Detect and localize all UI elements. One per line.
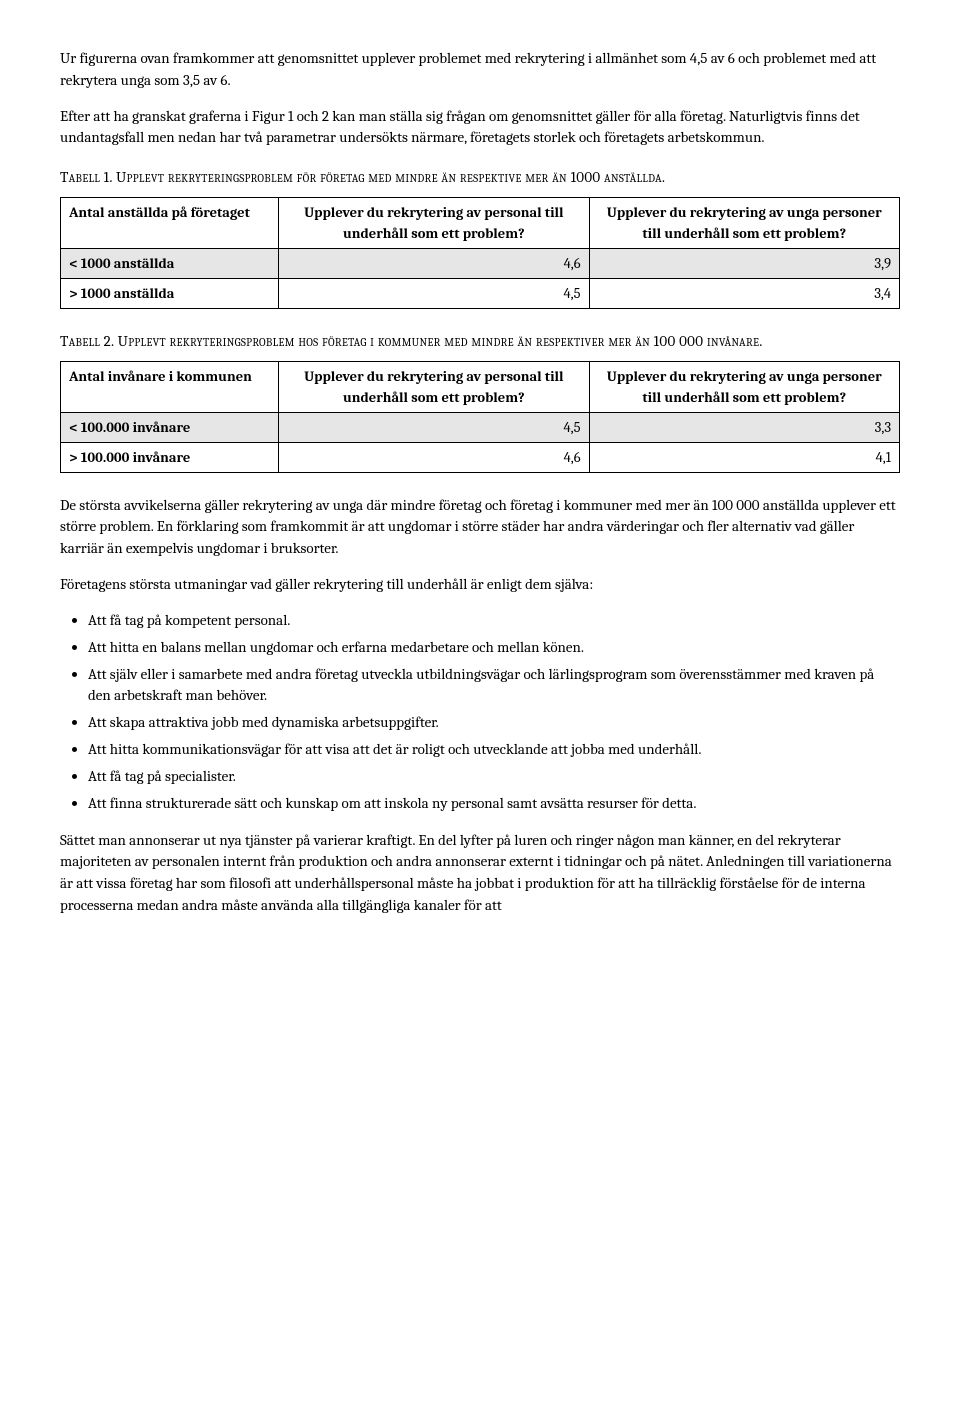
list-item: Att hitta kommunikationsvägar för att vi… xyxy=(88,739,900,760)
table1-caption: Tabell 1. Upplevt rekryteringsproblem fö… xyxy=(60,167,900,189)
list-item: Att finna strukturerade sätt och kunskap… xyxy=(88,793,900,814)
table-row: > 100.000 invånare 4,6 4,1 xyxy=(61,442,900,472)
table2-row2-v1: 4,6 xyxy=(279,442,589,472)
table2-header-col0: Antal invånare i kommunen xyxy=(61,361,279,412)
table1-row1-label: < 1000 anställda xyxy=(61,248,279,278)
table1-header-col2: Upplever du rekrytering av unga personer… xyxy=(589,197,899,248)
paragraph-annonsering: Sättet man annonserar ut nya tjänster på… xyxy=(60,830,900,917)
table1-row2-v2: 3,4 xyxy=(589,278,899,308)
list-item: Att hitta en balans mellan ungdomar och … xyxy=(88,637,900,658)
table2-row2-v2: 4,1 xyxy=(589,442,899,472)
paragraph-utmaningar-intro: Företagens största utmaningar vad gäller… xyxy=(60,574,900,596)
table-row: < 100.000 invånare 4,5 3,3 xyxy=(61,412,900,442)
table-row: < 1000 anställda 4,6 3,9 xyxy=(61,248,900,278)
table1-row1-v2: 3,9 xyxy=(589,248,899,278)
table2-header-col1: Upplever du rekrytering av personal till… xyxy=(279,361,589,412)
list-item: Att få tag på kompetent personal. xyxy=(88,610,900,631)
list-item: Att själv eller i samarbete med andra fö… xyxy=(88,664,900,706)
table1-row1-v1: 4,6 xyxy=(279,248,589,278)
table2-header-col2: Upplever du rekrytering av unga personer… xyxy=(589,361,899,412)
paragraph-intro-2: Efter att ha granskat graferna i Figur 1… xyxy=(60,106,900,150)
table2-row1-label: < 100.000 invånare xyxy=(61,412,279,442)
paragraph-avvikelser: De största avvikelserna gäller rekryteri… xyxy=(60,495,900,560)
table1-row2-label: > 1000 anställda xyxy=(61,278,279,308)
bullet-list: Att få tag på kompetent personal. Att hi… xyxy=(60,610,900,814)
table2-row1-v1: 4,5 xyxy=(279,412,589,442)
table1-header-col0: Antal anställda på företaget xyxy=(61,197,279,248)
list-item: Att skapa attraktiva jobb med dynamiska … xyxy=(88,712,900,733)
table1-header-col1: Upplever du rekrytering av personal till… xyxy=(279,197,589,248)
table2-row2-label: > 100.000 invånare xyxy=(61,442,279,472)
paragraph-intro-1: Ur figurerna ovan framkommer att genomsn… xyxy=(60,48,900,92)
table-row: > 1000 anställda 4,5 3,4 xyxy=(61,278,900,308)
table2-row1-v2: 3,3 xyxy=(589,412,899,442)
table1-row2-v1: 4,5 xyxy=(279,278,589,308)
table-2: Antal invånare i kommunen Upplever du re… xyxy=(60,361,900,473)
table2-caption: Tabell 2. Upplevt rekryteringsproblem ho… xyxy=(60,331,900,353)
list-item: Att få tag på specialister. xyxy=(88,766,900,787)
table-1: Antal anställda på företaget Upplever du… xyxy=(60,197,900,309)
